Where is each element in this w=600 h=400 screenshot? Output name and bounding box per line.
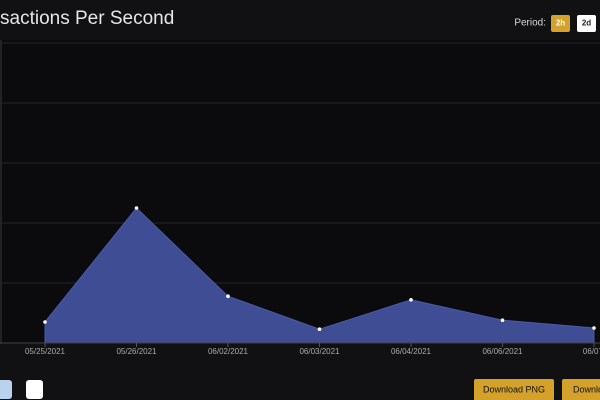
download-button[interactable] xyxy=(562,379,600,400)
data-point xyxy=(409,298,413,302)
toggle-box[interactable] xyxy=(26,380,43,399)
data-point xyxy=(500,318,505,323)
period-button[interactable] xyxy=(551,15,570,32)
period-button-label[interactable]: 2h xyxy=(556,19,565,28)
x-tick-label: 05/25/2021 xyxy=(25,347,66,356)
download-button-label[interactable]: Downlo xyxy=(573,384,600,394)
x-tick-label: 06/04/2021 xyxy=(391,347,432,356)
period-button-label[interactable]: 2d xyxy=(582,19,591,28)
toggle-box[interactable] xyxy=(0,380,12,399)
data-point xyxy=(43,320,47,324)
chart-title: sactions Per Second xyxy=(0,8,174,29)
data-point xyxy=(592,326,596,330)
download-button[interactable] xyxy=(474,379,554,400)
data-point xyxy=(226,294,230,299)
data-point xyxy=(134,206,139,210)
x-tick-label: 06/06/2021 xyxy=(482,347,523,356)
x-tick-label: 06/03/2021 xyxy=(299,347,340,356)
x-tick-label: 05/26/2021 xyxy=(116,347,157,356)
download-button-label[interactable]: Download PNG xyxy=(483,384,545,394)
data-point xyxy=(317,327,322,332)
period-button[interactable] xyxy=(577,15,596,32)
period-label: Period: xyxy=(514,18,546,29)
x-tick-label: 06/07/ xyxy=(583,347,600,356)
x-tick-label: 06/02/2021 xyxy=(208,347,249,356)
